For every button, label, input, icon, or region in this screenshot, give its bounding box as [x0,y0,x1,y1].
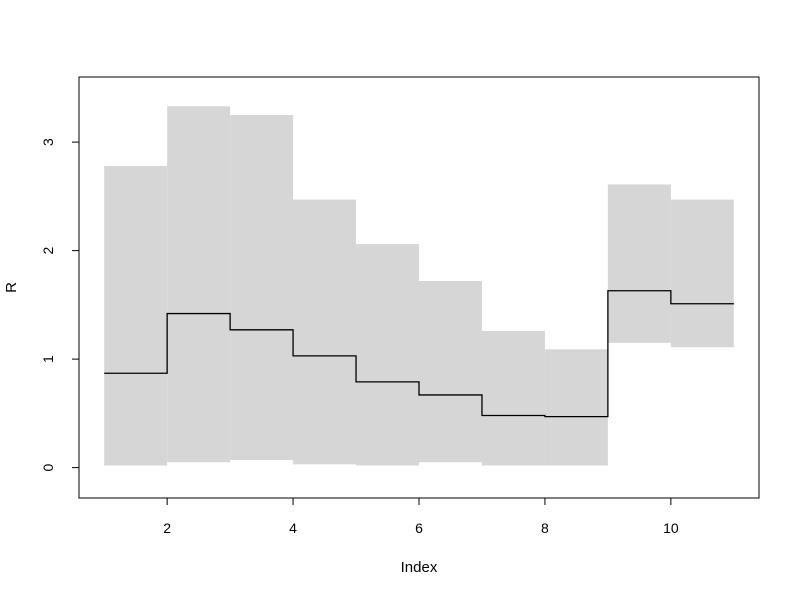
band-segment [230,114,294,461]
series-step-line [104,290,734,418]
band-segment [607,184,671,343]
band-segment [356,244,419,466]
x-tick-label: 4 [289,520,297,536]
x-tick-label: 6 [415,520,423,536]
y-axis-title: R [3,282,20,293]
band-segment [167,106,231,463]
x-axis-title: Index [401,559,438,576]
band-segment [419,280,482,463]
band-segment [544,349,608,466]
x-axis: 2 4 6 8 10 [163,497,679,536]
band-segment [481,330,545,466]
y-tick-label: 3 [40,138,56,146]
band-segment [293,199,357,465]
confidence-band [104,106,734,466]
y-tick-label: 2 [40,247,56,255]
y-axis: 0 1 2 3 [40,138,80,472]
y-tick-label: 1 [40,355,56,363]
x-tick-label: 8 [541,520,549,536]
x-tick-label: 2 [163,520,171,536]
band-segment [670,199,734,348]
y-tick-label: 0 [40,464,56,472]
band-segment [104,165,168,466]
x-tick-label: 10 [663,520,679,536]
